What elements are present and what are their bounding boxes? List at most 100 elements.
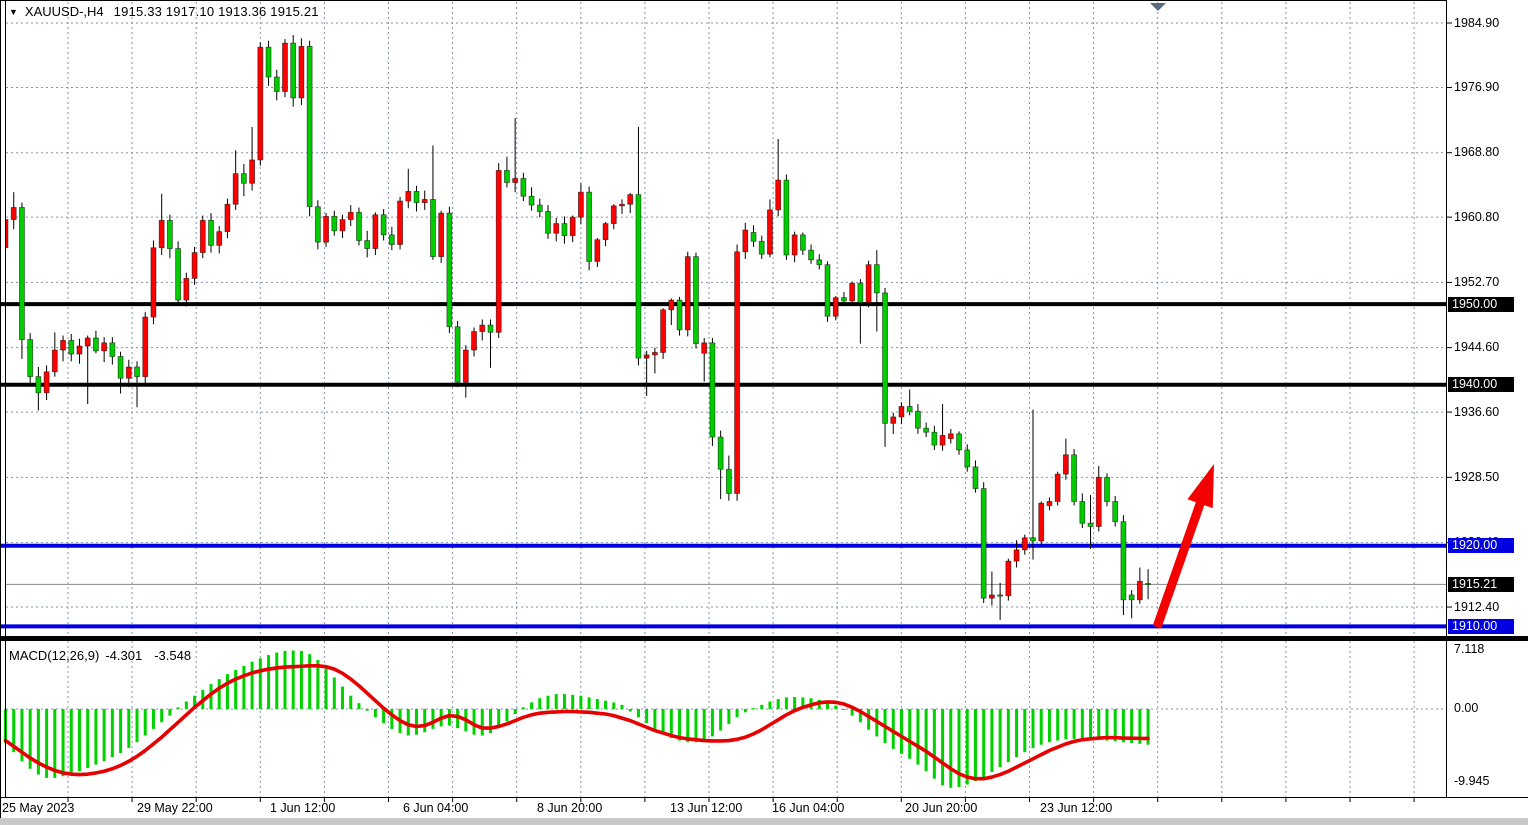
candle-body — [150, 247, 157, 318]
candle-body — [808, 249, 814, 261]
macd-histogram-bar — [760, 704, 764, 709]
symbol-period-label: XAUUSD-,H4 — [24, 4, 104, 19]
macd-histogram-bar — [480, 709, 484, 736]
macd-histogram-bar — [127, 709, 131, 749]
macd-histogram-bar — [710, 709, 714, 737]
macd-histogram-bar — [28, 709, 32, 769]
candle-body — [1145, 583, 1151, 586]
macd-histogram-bar — [291, 650, 295, 709]
candle-body — [388, 234, 395, 245]
macd-histogram-bar — [604, 700, 608, 709]
macd-histogram-bar — [941, 709, 945, 786]
macd-histogram-bar — [932, 709, 936, 779]
macd-histogram-bar — [1080, 709, 1084, 739]
candle-body — [939, 435, 946, 446]
candle-body — [717, 436, 724, 470]
price-axis-label: 1976.90 — [1454, 79, 1500, 94]
candle-body — [487, 324, 494, 333]
candle-body — [43, 371, 50, 394]
ohlc-values: 1915.33 1917.10 1913.36 1915.21 — [113, 4, 319, 19]
candle-body — [578, 191, 584, 218]
macd-histogram-bar — [513, 709, 517, 714]
macd-histogram-bar — [562, 694, 566, 709]
candle-body — [306, 45, 313, 208]
macd-histogram-bar — [784, 697, 788, 709]
candle-body — [158, 219, 165, 249]
candle-body — [684, 256, 691, 331]
macd-main-value: -4.301 — [105, 648, 143, 663]
candle-body — [799, 234, 806, 251]
candle-body — [438, 212, 445, 258]
macd-histogram-bar — [908, 709, 912, 759]
candle-body — [347, 211, 354, 220]
candle-body — [60, 339, 66, 351]
macd-histogram-bar — [20, 709, 24, 762]
macd-histogram-bar — [365, 709, 369, 711]
candle-body — [610, 205, 617, 224]
candle-body — [931, 431, 938, 446]
candle-body — [865, 264, 872, 303]
candle-body — [1013, 549, 1020, 562]
candle-body — [569, 216, 576, 237]
macd-histogram-bar — [1015, 709, 1019, 758]
time-axis-label: 29 May 22:00 — [137, 801, 213, 815]
macd-histogram-bar — [842, 709, 846, 710]
candle-body — [750, 232, 757, 242]
macd-histogram-bar — [538, 698, 542, 709]
candle-body — [454, 326, 461, 383]
candle-body — [1062, 454, 1069, 475]
symbol-dropdown-icon[interactable]: ▼ — [9, 6, 18, 17]
macd-histogram-bar — [488, 709, 492, 734]
candle-body — [117, 356, 124, 379]
candle-body — [314, 206, 321, 243]
candle-body — [19, 207, 25, 340]
candle-body — [249, 159, 256, 184]
macd-histogram-bar — [924, 709, 928, 772]
candle-body — [783, 179, 790, 256]
candle-body — [397, 200, 403, 245]
macd-histogram-bar — [530, 702, 534, 709]
candle-body — [331, 215, 338, 232]
macd-histogram-bar — [431, 709, 435, 729]
macd-histogram-bar — [793, 696, 797, 709]
macd-histogram-bar — [102, 709, 106, 762]
candle-body — [35, 376, 42, 394]
candle-body — [693, 256, 699, 345]
candle-body — [709, 342, 716, 438]
candle-body — [1087, 522, 1094, 527]
candle-body — [462, 349, 469, 383]
candle-body — [1038, 502, 1045, 542]
macd-histogram-bar — [234, 669, 238, 709]
macd-scale-min: -9.945 — [1454, 774, 1490, 788]
candle-body — [989, 594, 995, 599]
macd-name: MACD(12,26,9) — [9, 648, 100, 663]
candle-body — [240, 173, 247, 184]
chart-title: ▼ XAUUSD-,H4 1915.33 1917.10 1913.36 191… — [9, 4, 319, 19]
candle-body — [561, 223, 568, 237]
macd-histogram-bar — [998, 709, 1002, 768]
candle-body — [725, 468, 732, 494]
macd-histogram-bar — [308, 654, 312, 709]
trend-arrow-shaft[interactable] — [1152, 495, 1207, 629]
trend-arrow-head[interactable] — [1187, 464, 1214, 509]
macd-histogram-bar — [1130, 709, 1134, 744]
macd-histogram-bar — [1064, 709, 1068, 740]
scroll-marker-icon[interactable] — [1150, 3, 1166, 11]
candle-body — [232, 173, 239, 205]
macd-histogram-bar — [982, 709, 986, 778]
macd-histogram-bar — [826, 702, 829, 709]
macd-histogram-bar — [45, 709, 49, 778]
price-axis-label: 1944.60 — [1454, 340, 1500, 355]
candle-body — [1104, 476, 1110, 502]
macd-histogram-bar — [1047, 709, 1051, 743]
macd-histogram-bar — [521, 707, 525, 709]
candle-body — [298, 45, 305, 99]
macd-histogram-bar — [267, 655, 271, 709]
macd-histogram-bar — [702, 709, 706, 741]
candle-body — [166, 219, 173, 249]
pane-separator[interactable] — [0, 636, 1528, 641]
macd-histogram-bar — [686, 709, 690, 743]
macd-histogram-bar — [1023, 709, 1027, 753]
candle-body — [594, 239, 601, 262]
